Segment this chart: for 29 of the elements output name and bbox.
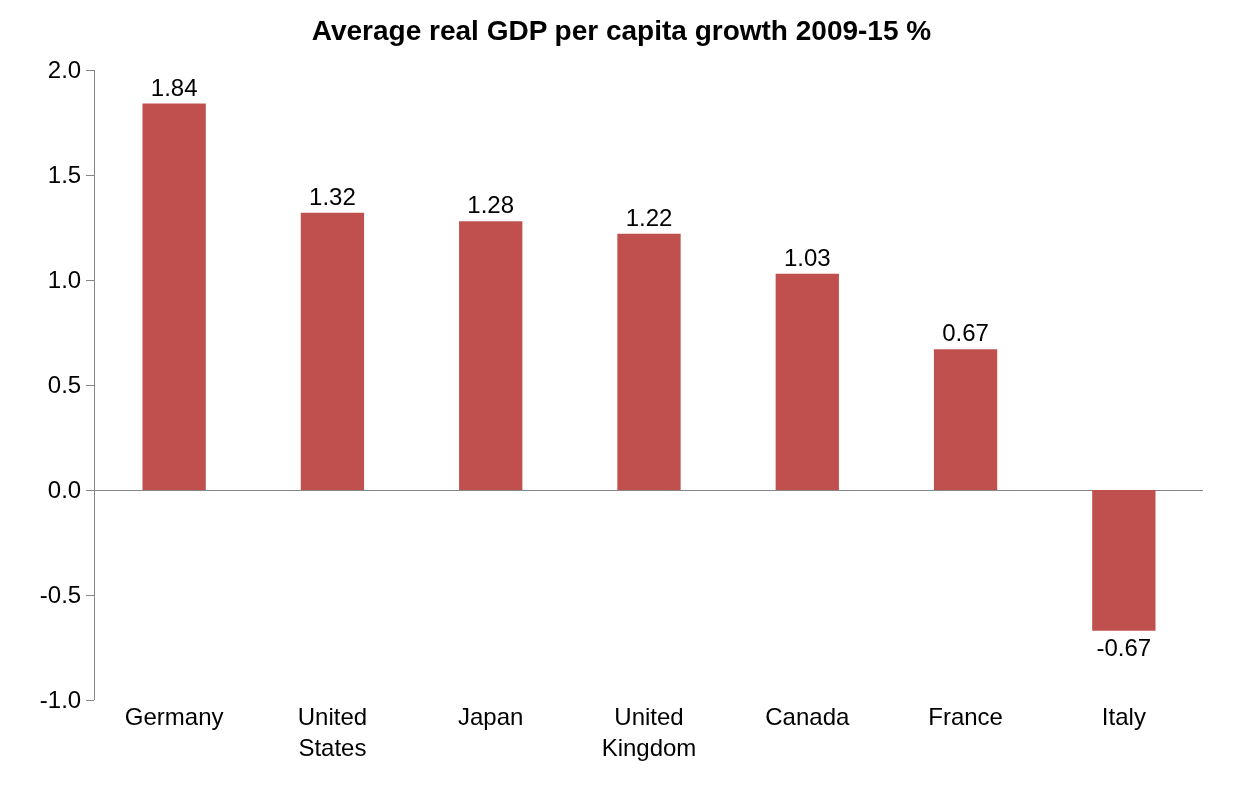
chart-title: Average real GDP per capita growth 2009-15 % <box>311 14 932 46</box>
data-label: 1.28 <box>467 191 515 219</box>
y-tick-label: -1.0 <box>39 686 82 714</box>
x-tick-label: United Kingdom <box>601 703 697 762</box>
data-label: -0.67 <box>1096 633 1152 661</box>
bar <box>459 221 523 490</box>
x-tick-label: Italy <box>1101 703 1146 730</box>
bar <box>142 103 206 490</box>
x-tick-label: United States <box>297 703 368 762</box>
data-label: 1.22 <box>625 203 673 231</box>
x-tick-label: Germany <box>124 703 224 730</box>
bar <box>300 212 365 490</box>
y-tick-label: 2.0 <box>47 56 82 84</box>
y-tick-label: 1.5 <box>47 161 82 189</box>
data-label: 1.32 <box>309 182 356 210</box>
data-label: 1.03 <box>783 243 831 271</box>
y-tick-label: -0.5 <box>39 581 82 609</box>
x-tick-label: Japan <box>458 703 524 730</box>
x-tick-label: Canada <box>765 703 850 730</box>
y-tick-label: 0.5 <box>47 371 82 399</box>
data-label: 0.67 <box>942 319 989 347</box>
bar <box>775 273 839 490</box>
bar <box>617 233 681 490</box>
y-tick-label: 0.0 <box>47 476 82 504</box>
y-tick-label: 1.0 <box>47 266 82 294</box>
data-label: 1.84 <box>150 73 198 101</box>
x-tick-label: France <box>928 703 1003 730</box>
bar <box>1092 490 1156 631</box>
bar <box>933 349 998 490</box>
